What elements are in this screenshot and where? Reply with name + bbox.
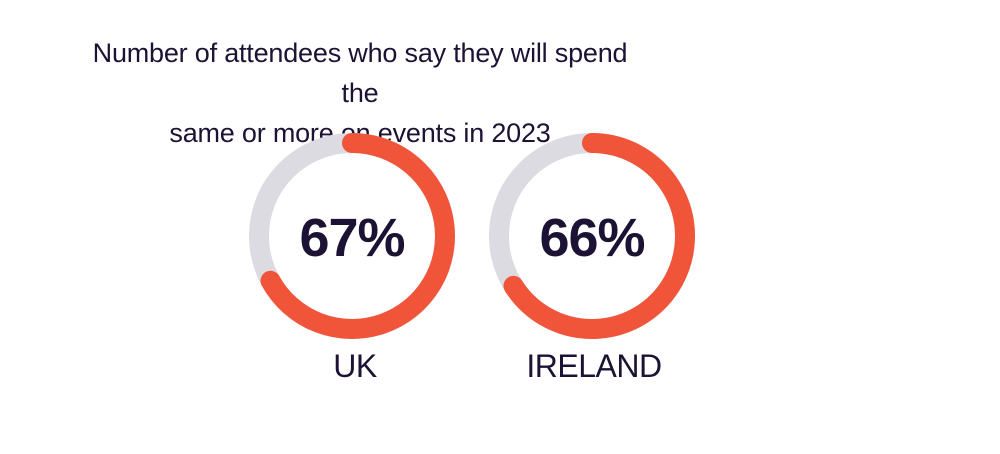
donut-uk-value: 67% bbox=[299, 208, 404, 268]
donut-uk: 67% UK bbox=[249, 133, 455, 384]
chart-title-line-1: Number of attendees who say they will sp… bbox=[92, 38, 628, 108]
donut-uk-arc bbox=[260, 133, 455, 339]
donut-ireland-label: IRELAND bbox=[526, 348, 661, 384]
donut-ireland: 66% IRELAND bbox=[489, 133, 695, 384]
donut-ireland-arc bbox=[503, 133, 695, 339]
chart-title: Number of attendees who say they will sp… bbox=[80, 33, 640, 153]
donut-uk-label: UK bbox=[333, 348, 377, 384]
donut-ireland-value: 66% bbox=[539, 208, 644, 268]
